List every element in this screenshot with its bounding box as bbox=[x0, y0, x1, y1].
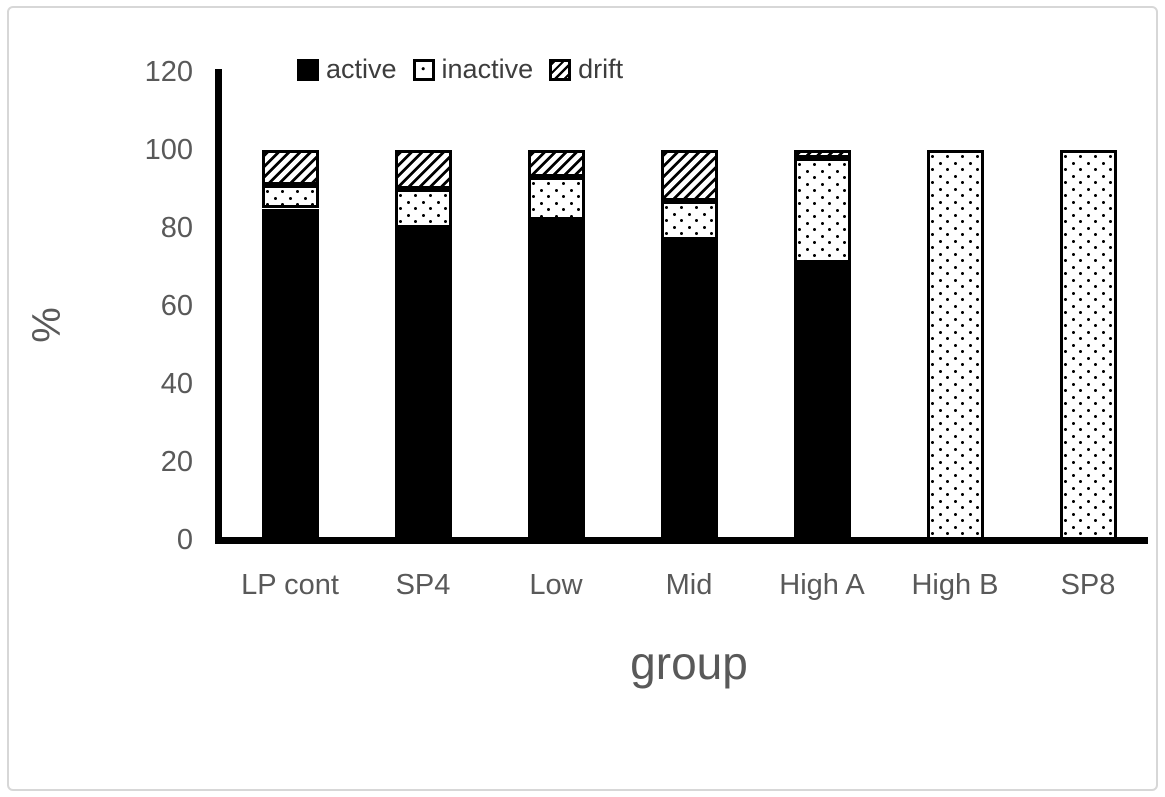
bar-segment-inactive bbox=[660, 200, 718, 240]
y-tick-label: 40 bbox=[160, 368, 193, 400]
legend-item-inactive: inactive bbox=[412, 54, 534, 85]
legend-label-inactive: inactive bbox=[441, 54, 534, 84]
y-axis-title: % bbox=[25, 307, 69, 343]
bar-segment-drift bbox=[261, 150, 319, 186]
x-tick-label: High A bbox=[779, 569, 865, 601]
inactive-swatch-icon bbox=[412, 58, 435, 81]
x-tick-label: LP cont bbox=[241, 569, 339, 601]
bar-segment-active bbox=[527, 220, 585, 540]
chart-legend: active inactive drift bbox=[297, 54, 623, 85]
bar-segment-inactive bbox=[793, 157, 851, 264]
bar-segment-inactive bbox=[1059, 150, 1117, 540]
y-tick-label: 0 bbox=[176, 524, 193, 556]
y-tick-label: 120 bbox=[144, 56, 193, 88]
x-tick-label: High B bbox=[911, 569, 999, 601]
bar-segment-inactive bbox=[527, 177, 585, 221]
x-tick-label: SP4 bbox=[395, 569, 451, 601]
legend-label-active: active bbox=[326, 54, 397, 84]
bar-segment-drift bbox=[394, 150, 452, 189]
y-tick-label: 20 bbox=[160, 446, 193, 478]
bar-segment-inactive bbox=[926, 150, 984, 540]
bar-segment-active bbox=[660, 239, 718, 540]
x-tick-label: SP8 bbox=[1060, 569, 1116, 601]
x-tick-label: Low bbox=[529, 569, 583, 601]
legend-item-active: active bbox=[297, 54, 397, 85]
bar-segment-active bbox=[394, 228, 452, 540]
bar-segment-drift bbox=[660, 150, 718, 201]
bar-segment-active bbox=[793, 263, 851, 540]
bar-segment-drift bbox=[527, 150, 585, 178]
x-axis-title: group bbox=[630, 637, 748, 689]
bar-segment-drift bbox=[793, 150, 851, 158]
bar-segment-inactive bbox=[261, 185, 319, 209]
legend-label-drift: drift bbox=[578, 54, 624, 84]
x-axis-line bbox=[215, 537, 1148, 544]
legend-item-drift: drift bbox=[549, 54, 623, 85]
y-tick-label: 80 bbox=[160, 212, 193, 244]
drift-swatch-icon bbox=[549, 58, 572, 81]
bar-segment-active bbox=[261, 208, 319, 540]
active-swatch-icon bbox=[297, 58, 319, 81]
bar-segment-inactive bbox=[394, 189, 452, 228]
y-axis-line bbox=[215, 69, 222, 544]
x-tick-label: Mid bbox=[665, 569, 713, 601]
y-tick-label: 100 bbox=[144, 134, 193, 166]
y-tick-label: 60 bbox=[160, 290, 193, 322]
